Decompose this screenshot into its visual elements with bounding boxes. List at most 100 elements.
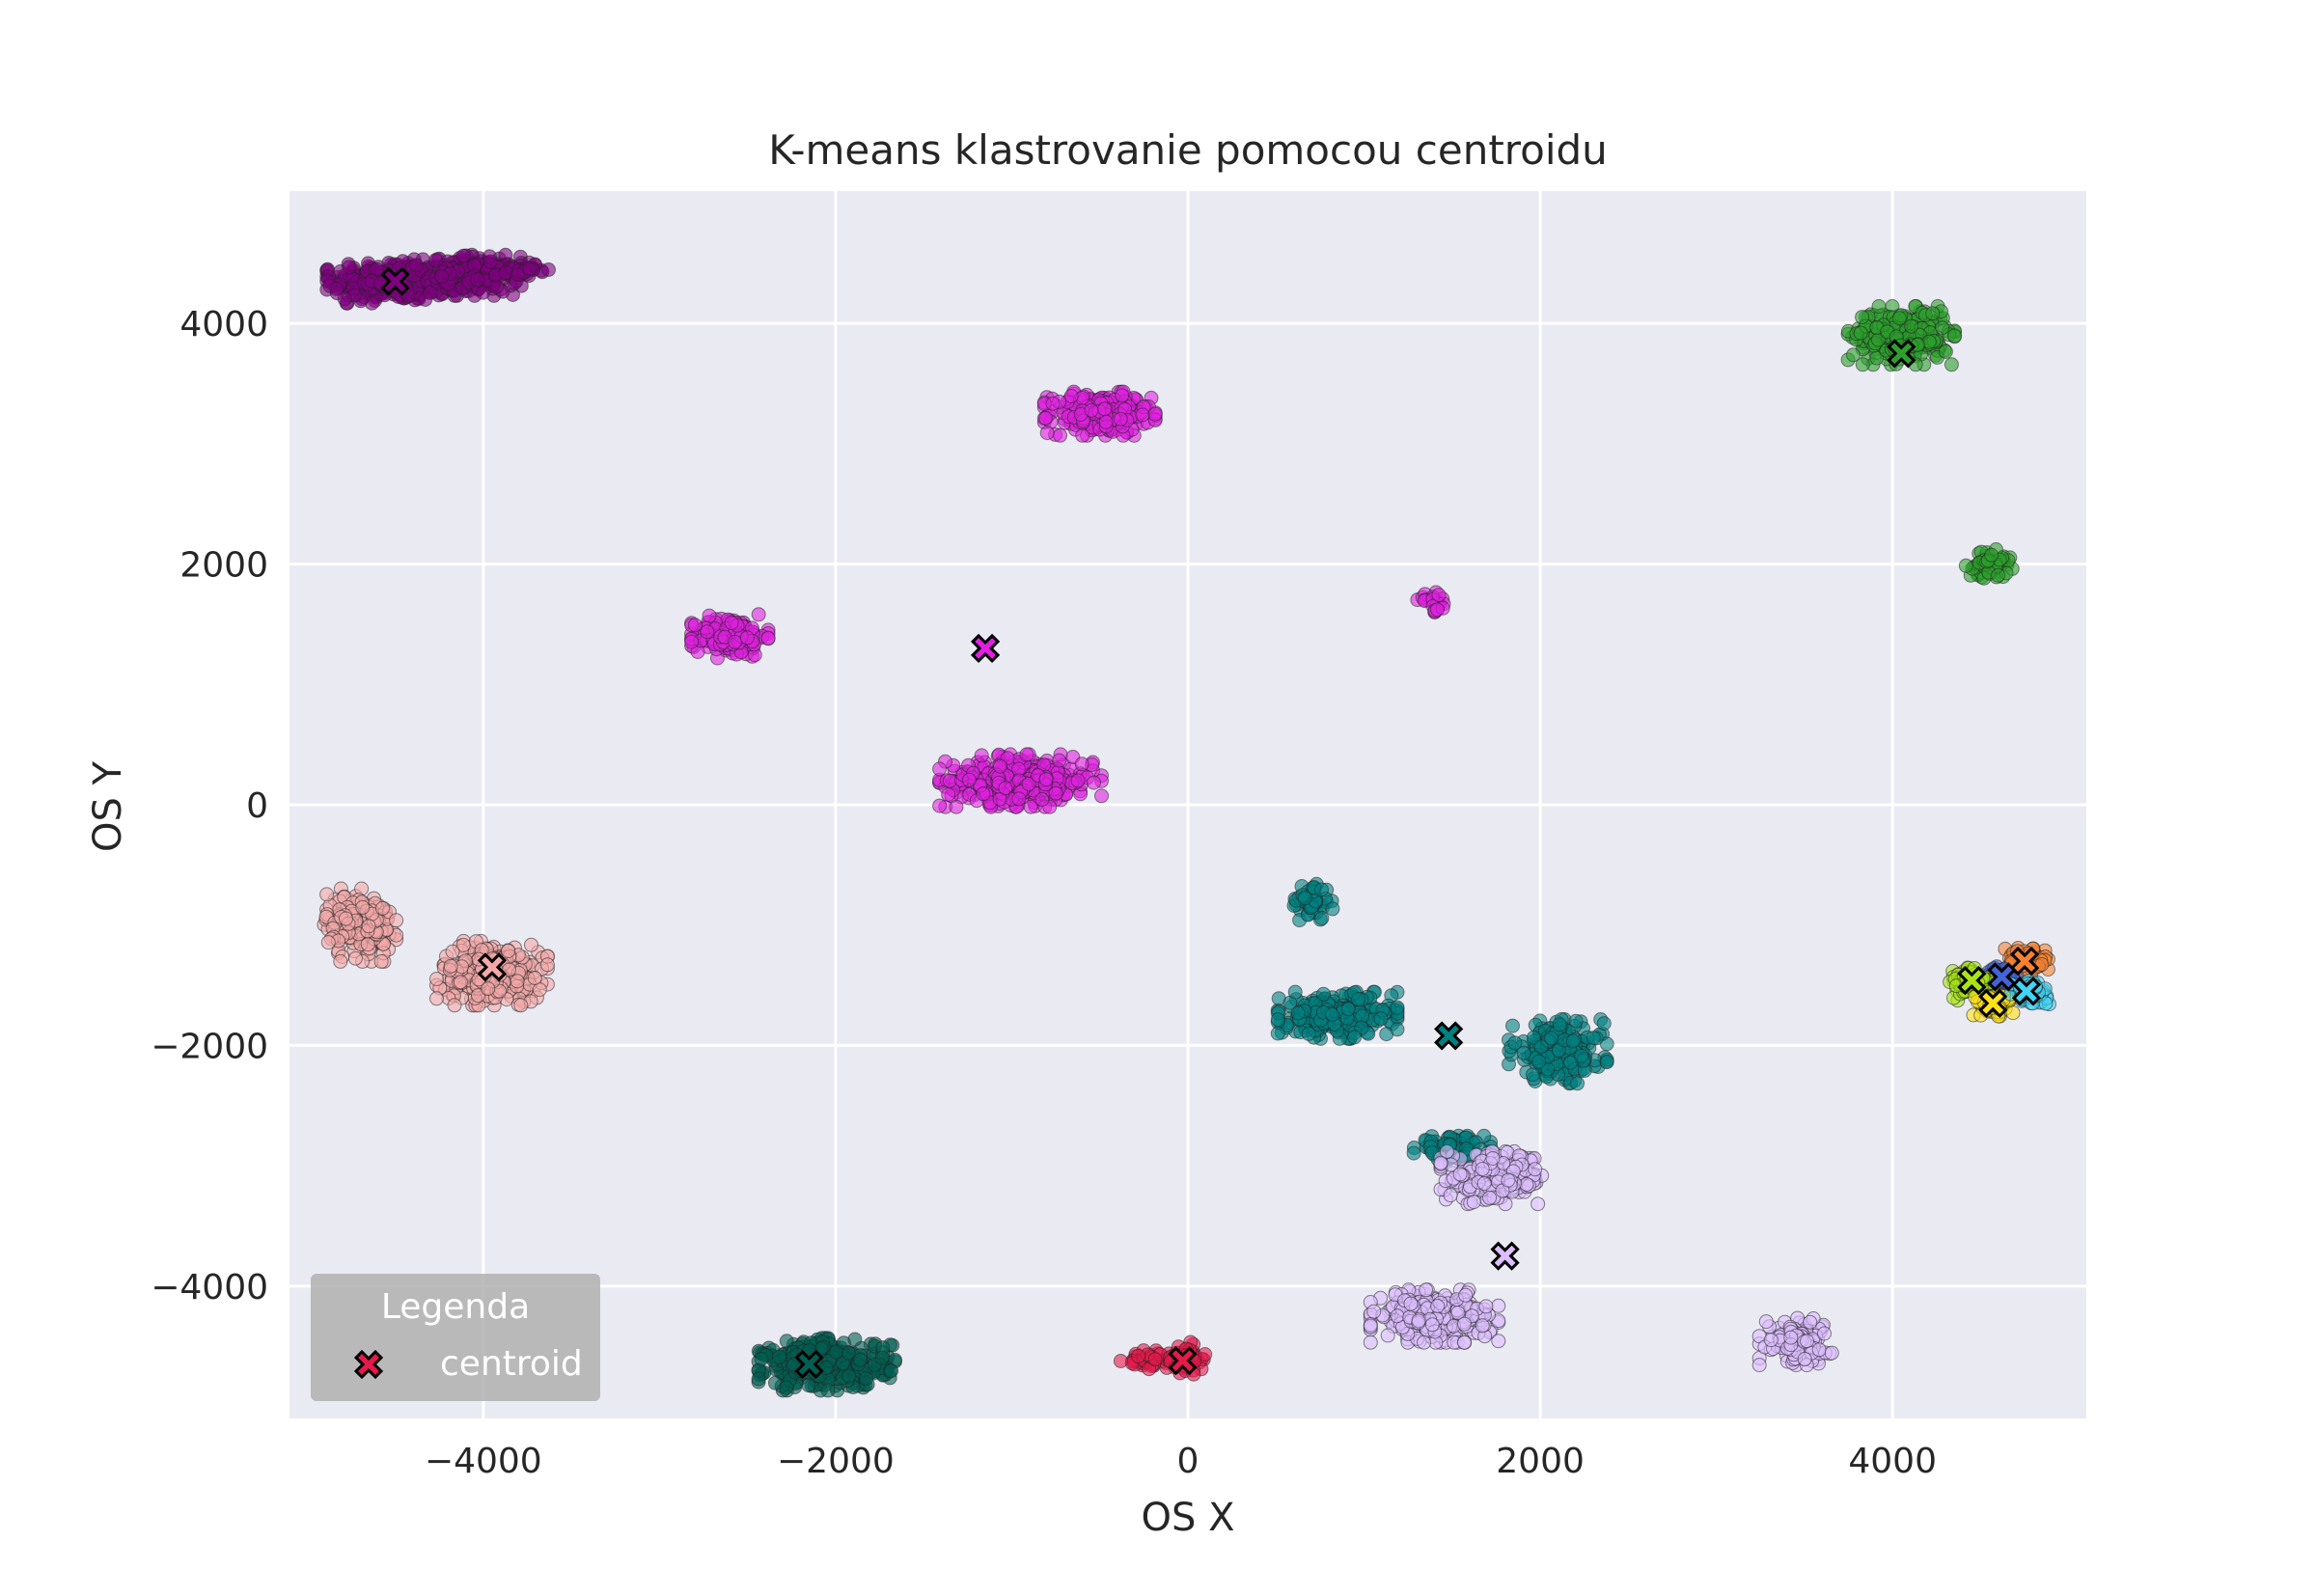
- data-point: [760, 630, 776, 646]
- data-point: [1097, 401, 1113, 417]
- data-point: [355, 899, 371, 915]
- data-point: [1800, 1334, 1814, 1349]
- data-point: [347, 950, 363, 966]
- data-point: [829, 1344, 844, 1360]
- data-point: [884, 1363, 899, 1379]
- data-point: [724, 616, 739, 630]
- data-point: [1433, 1155, 1448, 1170]
- y-tick-label: 4000: [179, 305, 268, 344]
- data-point: [1038, 772, 1054, 787]
- x-tick-label: −4000: [425, 1442, 542, 1481]
- data-point: [1824, 1345, 1839, 1361]
- data-point: [1063, 389, 1079, 403]
- data-point: [1429, 602, 1445, 618]
- data-point: [1958, 558, 1973, 573]
- data-point: [1314, 882, 1329, 897]
- data-point: [874, 1350, 890, 1365]
- data-point: [1325, 1007, 1340, 1022]
- data-point: [841, 1368, 857, 1384]
- data-point: [1039, 426, 1055, 441]
- data-point: [1048, 785, 1063, 801]
- data-point: [1390, 1000, 1405, 1015]
- data-point: [471, 988, 485, 1004]
- data-point: [1458, 1287, 1474, 1303]
- data-point: [754, 1352, 769, 1366]
- data-point: [1021, 777, 1036, 791]
- data-point: [1314, 911, 1330, 926]
- data-point: [1406, 1145, 1421, 1161]
- data-point: [1565, 1033, 1581, 1049]
- data-point: [1871, 299, 1887, 314]
- data-point: [932, 761, 948, 777]
- data-point: [1011, 791, 1027, 807]
- data-point: [1115, 388, 1130, 403]
- data-point: [974, 748, 989, 763]
- data-point: [751, 1371, 766, 1387]
- data-point: [1053, 427, 1068, 443]
- data-point: [1855, 310, 1870, 325]
- data-point: [1585, 1031, 1601, 1046]
- data-point: [453, 975, 468, 990]
- data-point: [408, 258, 424, 273]
- data-point: [976, 786, 991, 802]
- legend-entry-label: centroid: [440, 1344, 583, 1384]
- data-point: [320, 935, 336, 950]
- data-point: [2005, 1005, 2021, 1021]
- data-point: [319, 887, 335, 902]
- data-point: [820, 1383, 836, 1398]
- data-point: [1904, 318, 1919, 334]
- data-point: [1301, 1026, 1316, 1041]
- data-point: [1443, 1188, 1458, 1203]
- data-point: [993, 758, 1007, 774]
- data-point: [1452, 1167, 1468, 1182]
- data-point: [481, 981, 496, 997]
- data-point: [801, 1378, 816, 1393]
- data-point: [700, 624, 715, 640]
- legend: Legenda centroid: [311, 1274, 600, 1401]
- data-point: [445, 944, 460, 959]
- data-point: [1287, 984, 1303, 1000]
- data-point: [541, 262, 556, 277]
- data-point: [423, 285, 438, 300]
- data-point: [1366, 1304, 1382, 1319]
- data-point: [779, 1380, 794, 1395]
- y-tick-label: −4000: [151, 1268, 268, 1307]
- data-point: [1430, 1299, 1446, 1313]
- data-point: [1476, 1176, 1492, 1191]
- data-point: [1340, 1002, 1356, 1017]
- data-point: [1034, 791, 1050, 807]
- data-point: [1526, 1067, 1540, 1083]
- data-point: [501, 944, 516, 958]
- data-point: [1531, 1054, 1547, 1069]
- data-point: [361, 919, 376, 934]
- data-point: [1482, 1190, 1498, 1205]
- data-point: [1038, 410, 1054, 426]
- data-point: [1544, 1031, 1558, 1046]
- data-point: [1380, 1328, 1395, 1343]
- data-point: [1944, 357, 1959, 372]
- data-point: [1094, 788, 1109, 804]
- data-point: [1501, 1172, 1516, 1188]
- data-point: [1431, 588, 1447, 603]
- data-point: [1528, 1162, 1543, 1177]
- data-point: [702, 608, 717, 623]
- data-point: [1797, 1351, 1812, 1366]
- data-point: [1417, 1335, 1432, 1350]
- data-point: [1599, 1055, 1614, 1070]
- data-point: [1763, 1333, 1778, 1348]
- data-point: [1516, 1045, 1531, 1060]
- data-point: [1113, 411, 1128, 427]
- data-point: [728, 634, 742, 649]
- data-point: [1045, 396, 1061, 411]
- data-point: [539, 957, 555, 973]
- data-point: [524, 937, 538, 952]
- data-point: [447, 998, 462, 1013]
- data-point: [1363, 1318, 1378, 1334]
- x-tick-label: 0: [1177, 1442, 1199, 1481]
- data-point: [1457, 1316, 1472, 1332]
- data-point: [1991, 567, 2006, 583]
- data-point: [684, 634, 700, 649]
- data-point: [1505, 1018, 1520, 1033]
- data-point: [333, 953, 348, 969]
- data-point: [1507, 1035, 1523, 1051]
